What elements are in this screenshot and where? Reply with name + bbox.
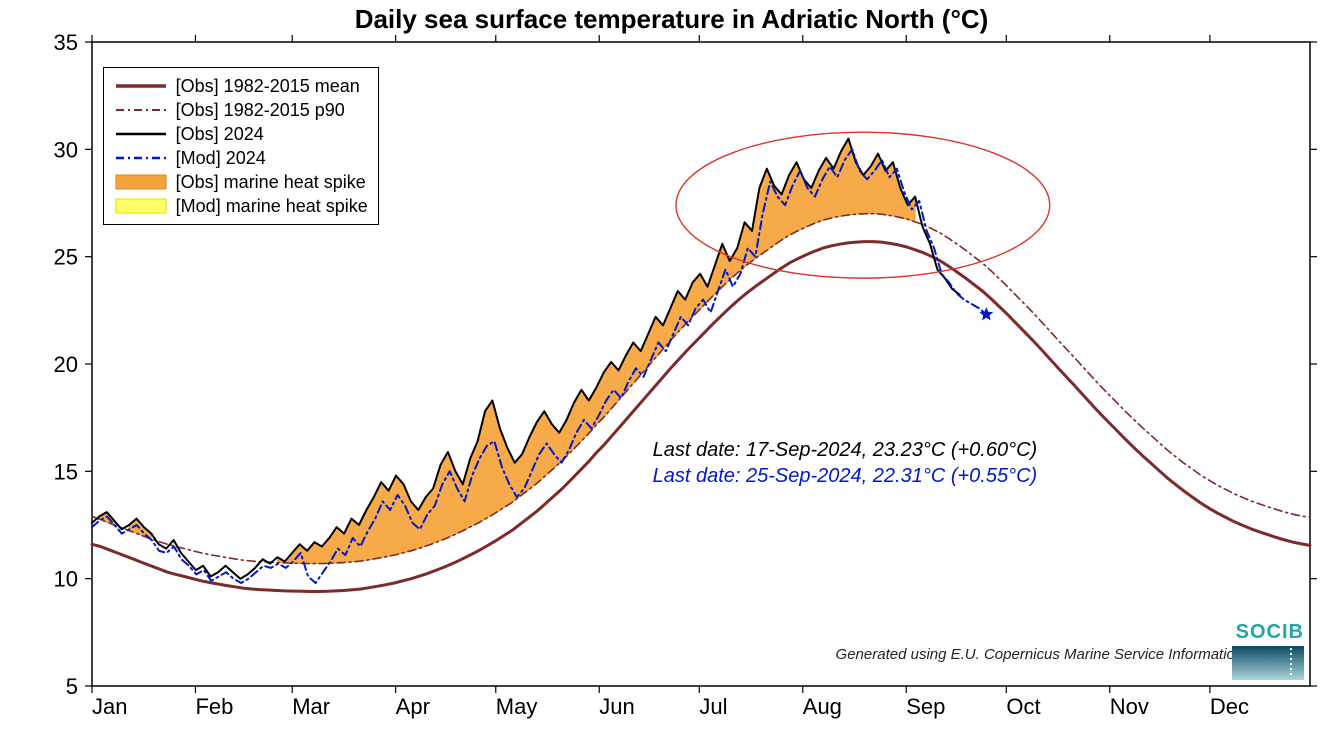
svg-text:30: 30: [54, 137, 78, 162]
svg-text:35: 35: [54, 30, 78, 55]
legend-item-obs_spike: [Obs] marine heat spike: [114, 170, 368, 194]
svg-text:Jul: Jul: [699, 694, 727, 719]
svg-text:15: 15: [54, 459, 78, 484]
svg-text:Apr: Apr: [396, 694, 430, 719]
svg-text:Sep: Sep: [906, 694, 945, 719]
annotation-obs-lastdate: Last date: 17-Sep-2024, 23.23°C (+0.60°C…: [653, 439, 1038, 462]
svg-text:Feb: Feb: [195, 694, 233, 719]
legend-item-mean: [Obs] 1982-2015 mean: [114, 74, 368, 98]
legend-item-p90: [Obs] 1982-2015 p90: [114, 98, 368, 122]
socib-logo: SOCIB: [1232, 621, 1304, 680]
legend-swatch: [114, 173, 168, 191]
svg-text:Mar: Mar: [292, 694, 330, 719]
legend-label: [Obs] marine heat spike: [176, 171, 366, 194]
svg-text:25: 25: [54, 245, 78, 270]
footer-attribution: Generated using E.U. Copernicus Marine S…: [0, 646, 1243, 663]
svg-text:10: 10: [54, 567, 78, 592]
legend-item-mod2024: [Mod] 2024: [114, 146, 368, 170]
annotation-mod-lastdate: Last date: 25-Sep-2024, 22.31°C (+0.55°C…: [653, 465, 1038, 488]
legend-label: [Obs] 1982-2015 p90: [176, 99, 345, 122]
legend-item-mod_spike: [Mod] marine heat spike: [114, 194, 368, 218]
legend-swatch: [114, 101, 168, 119]
legend-swatch: [114, 125, 168, 143]
legend-label: [Mod] marine heat spike: [176, 195, 368, 218]
legend-swatch: [114, 77, 168, 95]
svg-text:Dec: Dec: [1210, 694, 1249, 719]
legend-swatch: [114, 197, 168, 215]
svg-text:May: May: [496, 694, 538, 719]
legend-label: [Mod] 2024: [176, 147, 266, 170]
svg-text:20: 20: [54, 352, 78, 377]
legend-label: [Obs] 2024: [176, 123, 264, 146]
svg-text:Nov: Nov: [1110, 694, 1149, 719]
svg-text:5: 5: [66, 674, 78, 699]
svg-text:Jun: Jun: [599, 694, 634, 719]
legend-swatch: [114, 149, 168, 167]
legend: [Obs] 1982-2015 mean[Obs] 1982-2015 p90[…: [103, 67, 379, 225]
legend-item-obs2024: [Obs] 2024: [114, 122, 368, 146]
socib-logo-bar: [1232, 646, 1304, 680]
chart-container: Daily sea surface temperature in Adriati…: [0, 0, 1343, 755]
svg-text:Jan: Jan: [92, 694, 127, 719]
svg-text:Aug: Aug: [803, 694, 842, 719]
socib-logo-text: SOCIB: [1232, 621, 1304, 644]
legend-label: [Obs] 1982-2015 mean: [176, 75, 360, 98]
svg-text:Oct: Oct: [1006, 694, 1040, 719]
